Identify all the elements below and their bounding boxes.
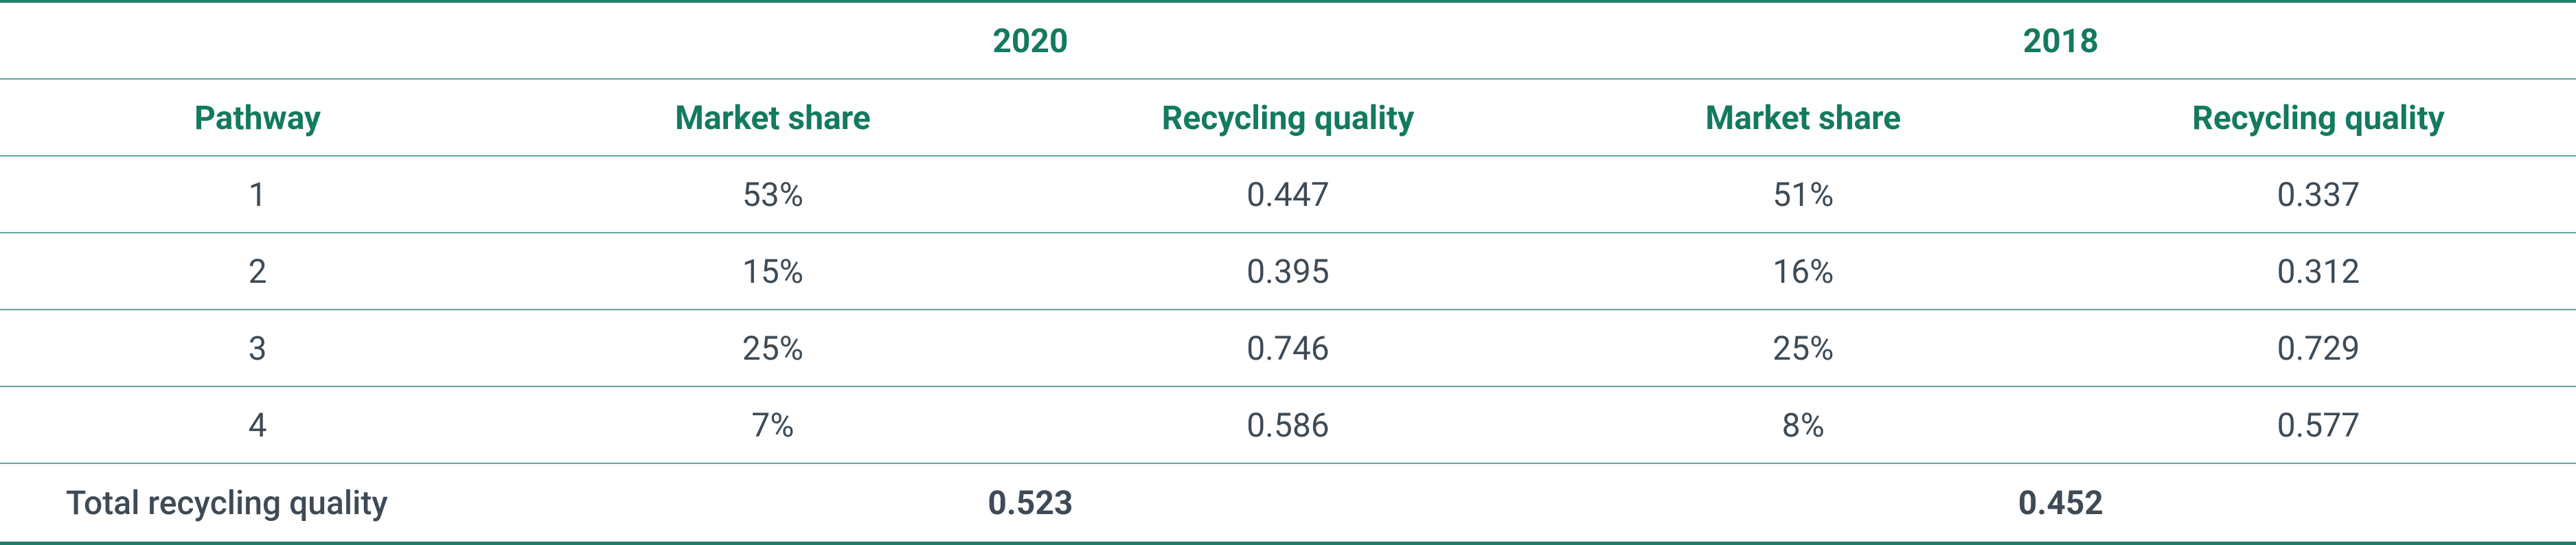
table-cell: 53% [515,156,1031,233]
table-cell: 25% [515,310,1031,387]
table-cell: 0.395 [1030,233,1546,310]
table-cell: 8% [1545,387,2061,464]
table-cell: 3 [0,310,516,387]
year-header: 2020 [515,3,1546,80]
total-value: 0.523 [988,483,1073,522]
table-cell: 2 [0,233,516,310]
table-cell: 7% [515,387,1031,464]
table-cell: 4 [0,387,516,464]
table-cell: 0.337 [2060,156,2576,233]
total-value: 0.452 [2018,483,2104,522]
table-cell: 0.586 [1030,387,1546,464]
table-cell: 15% [515,233,1031,310]
table-cell: 25% [1545,310,2061,387]
column-header: Recycling quality [2060,80,2576,156]
header-blank [0,3,516,80]
year-header: 2018 [1545,3,2576,80]
table-cell: 0.312 [2060,233,2576,310]
column-header: Recycling quality [1030,80,1546,156]
column-header: Market share [515,80,1031,156]
table-cell: 0.447 [1030,156,1546,233]
table-cell: 1 [0,156,516,233]
table-cell: 16% [1545,233,2061,310]
table-cell: 0.577 [2060,387,2576,464]
column-header: Market share [1545,80,2061,156]
total-label: Total recycling quality [66,483,388,522]
table-cell: 0.746 [1030,310,1546,387]
column-header: Pathway [0,80,516,156]
table-cell: 0.729 [2060,310,2576,387]
table-cell: 51% [1545,156,2061,233]
